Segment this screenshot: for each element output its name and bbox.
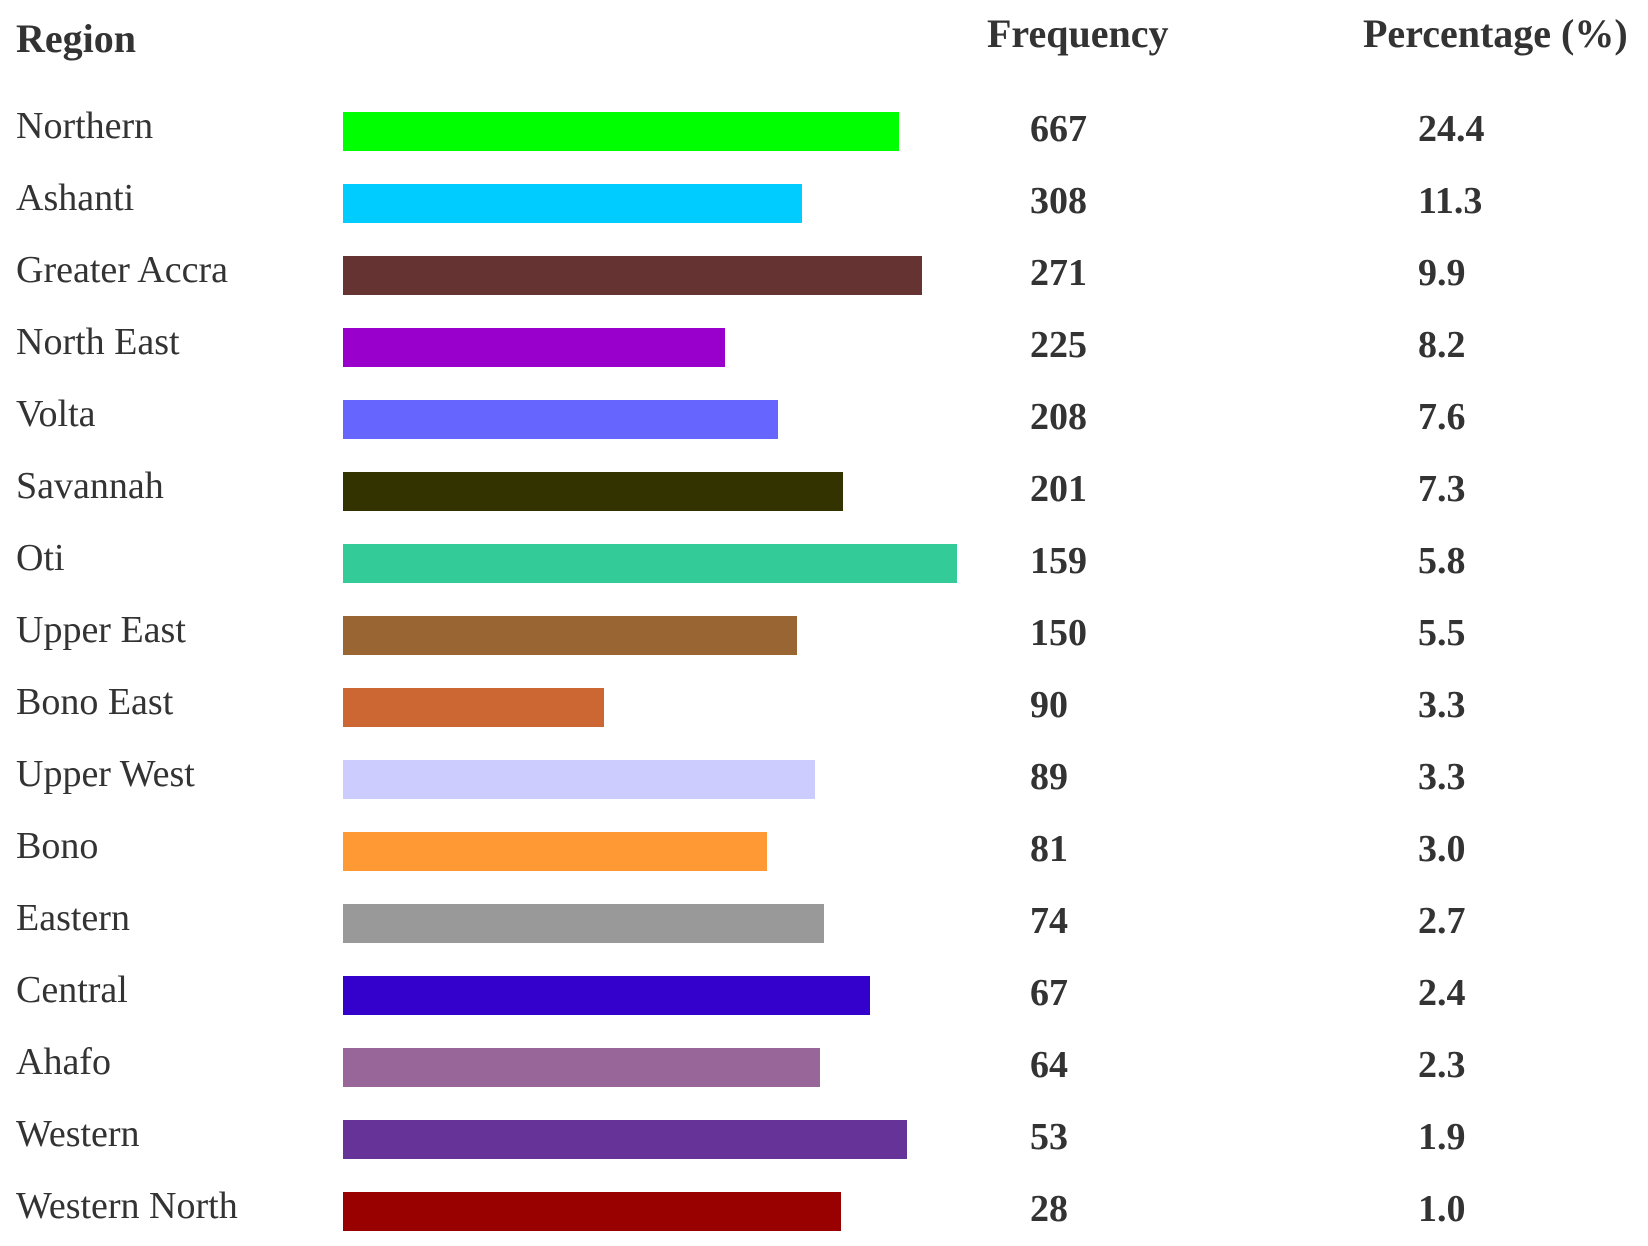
percentage-value: 5.8 — [1418, 540, 1466, 582]
table-row: Upper East 150 5.5 — [0, 598, 1648, 670]
region-bar — [343, 112, 899, 151]
region-bar — [343, 976, 870, 1015]
percentage-value: 9.9 — [1418, 252, 1466, 294]
percentage-column-header: Percentage (%) — [1363, 11, 1628, 56]
frequency-value: 81 — [1030, 828, 1068, 870]
frequency-value: 159 — [1030, 540, 1087, 582]
percentage-value: 24.4 — [1418, 108, 1485, 150]
region-bar — [343, 1192, 841, 1231]
region-column-header: Region — [16, 16, 136, 61]
region-label: Bono — [16, 825, 99, 867]
percentage-value: 3.3 — [1418, 684, 1466, 726]
frequency-value: 67 — [1030, 972, 1068, 1014]
percentage-value: 11.3 — [1418, 180, 1483, 222]
region-label: Greater Accra — [16, 249, 229, 291]
region-label: Ashanti — [16, 177, 135, 219]
region-label: Western — [16, 1113, 140, 1155]
percentage-value: 3.3 — [1418, 756, 1466, 798]
frequency-value: 64 — [1030, 1044, 1068, 1086]
percentage-value: 7.6 — [1418, 396, 1466, 438]
region-bar — [343, 1120, 907, 1159]
region-bar — [343, 328, 725, 367]
region-bar — [343, 688, 604, 727]
region-label: Upper West — [16, 753, 195, 795]
table-row: North East 225 8.2 — [0, 310, 1648, 382]
frequency-value: 308 — [1030, 180, 1087, 222]
table-row: Volta 208 7.6 — [0, 382, 1648, 454]
region-label: North East — [16, 321, 180, 363]
table-row: Ahafo 64 2.3 — [0, 1030, 1648, 1102]
frequency-value: 667 — [1030, 108, 1087, 150]
percentage-value: 2.3 — [1418, 1044, 1466, 1086]
percentage-value: 1.0 — [1418, 1188, 1466, 1230]
table-row: Upper West 89 3.3 — [0, 742, 1648, 814]
region-label: Bono East — [16, 681, 174, 723]
table-row: Greater Accra 271 9.9 — [0, 238, 1648, 310]
percentage-value: 1.9 — [1418, 1116, 1466, 1158]
table-row: Savannah 201 7.3 — [0, 454, 1648, 526]
region-label: Upper East — [16, 609, 186, 651]
region-label: Western North — [16, 1185, 238, 1227]
table-row: Bono 81 3.0 — [0, 814, 1648, 886]
region-label: Oti — [16, 537, 65, 579]
frequency-value: 150 — [1030, 612, 1087, 654]
frequency-value: 208 — [1030, 396, 1087, 438]
frequency-value: 74 — [1030, 900, 1068, 942]
region-bar — [343, 472, 843, 511]
percentage-value: 5.5 — [1418, 612, 1466, 654]
region-bar — [343, 1048, 820, 1087]
frequency-column-header: Frequency — [987, 11, 1169, 56]
region-bar — [343, 400, 778, 439]
region-bar — [343, 256, 922, 295]
region-label: Eastern — [16, 897, 130, 939]
frequency-value: 225 — [1030, 324, 1087, 366]
frequency-value: 89 — [1030, 756, 1068, 798]
region-bar — [343, 832, 767, 871]
table-row: Western 53 1.9 — [0, 1102, 1648, 1174]
table-row: Western North 28 1.0 — [0, 1174, 1648, 1246]
table-row: Ashanti 308 11.3 — [0, 166, 1648, 238]
table-row: Northern 667 24.4 — [0, 94, 1648, 166]
table-row: Bono East 90 3.3 — [0, 670, 1648, 742]
percentage-value: 3.0 — [1418, 828, 1466, 870]
frequency-value: 271 — [1030, 252, 1087, 294]
frequency-value: 90 — [1030, 684, 1068, 726]
frequency-value: 53 — [1030, 1116, 1068, 1158]
region-bar — [343, 760, 815, 799]
table-row: Eastern 74 2.7 — [0, 886, 1648, 958]
region-label: Ahafo — [16, 1041, 111, 1083]
region-label: Savannah — [16, 465, 164, 507]
percentage-value: 2.4 — [1418, 972, 1466, 1014]
region-bar — [343, 184, 802, 223]
percentage-value: 7.3 — [1418, 468, 1466, 510]
region-label: Northern — [16, 105, 154, 147]
region-bar — [343, 904, 824, 943]
table-row: Oti 159 5.8 — [0, 526, 1648, 598]
frequency-value: 201 — [1030, 468, 1087, 510]
region-label: Volta — [16, 393, 96, 435]
frequency-value: 28 — [1030, 1188, 1068, 1230]
region-bar — [343, 616, 797, 655]
percentage-value: 2.7 — [1418, 900, 1466, 942]
table-row: Central 67 2.4 — [0, 958, 1648, 1030]
percentage-value: 8.2 — [1418, 324, 1466, 366]
region-label: Central — [16, 969, 128, 1011]
region-bar — [343, 544, 957, 583]
